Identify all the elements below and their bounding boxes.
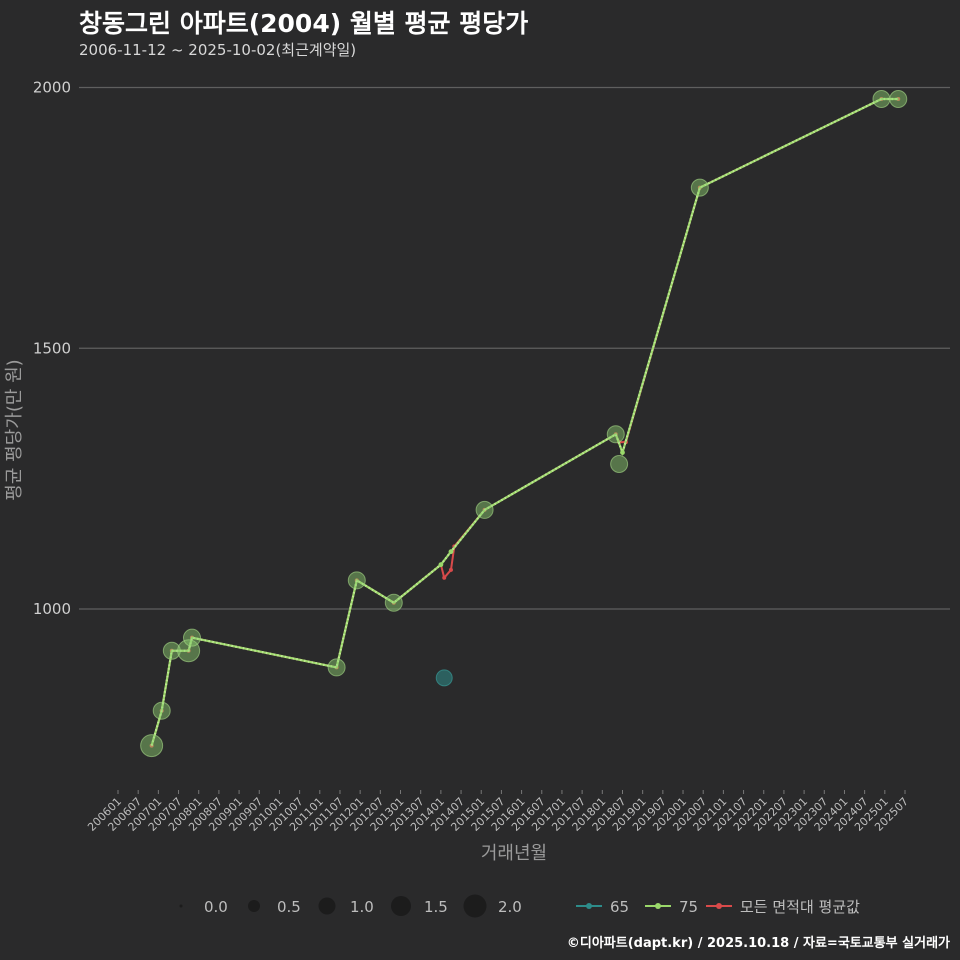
series-avg-point-9 (442, 575, 447, 580)
legend-size-dot-1 (248, 900, 260, 912)
series-75-point-2 (162, 641, 181, 660)
series-75-point-12 (610, 455, 629, 474)
series-75-point-13 (620, 450, 625, 455)
legend-size-dot-4 (463, 894, 487, 918)
y-tick-label-2000: 2000 (33, 79, 71, 97)
legend-label-2: 모든 면적대 평균값 (740, 898, 860, 916)
credit-text: ©디아파트(dapt.kr) / 2025.10.18 / 자료=국토교통부 실… (566, 936, 950, 951)
series-75-line (150, 97, 899, 746)
series-layer (140, 89, 908, 758)
legend-label-1: 75 (679, 898, 698, 916)
x-axis-title: 거래년월 (481, 843, 547, 864)
series-75-point-3 (177, 639, 201, 663)
x-axis-ticks: 2006012006072007012007072008012008072009… (85, 790, 911, 834)
series-75-point-16 (889, 89, 908, 108)
y-tick-label-1000: 1000 (33, 600, 71, 618)
legend-marker-0 (586, 903, 592, 909)
series-75-point-8 (438, 562, 444, 568)
legend-size-dot-3 (391, 896, 411, 916)
series-75-point-14 (690, 178, 709, 197)
y-tick-label-1500: 1500 (33, 339, 71, 357)
series-75-point-1 (152, 701, 171, 720)
legend: 0.0 0.5 1.0 1.5 2.0 65 75 모든 면적대 평균값 (179, 894, 860, 918)
series-75-point-4 (182, 628, 201, 647)
legend-size-label-3: 1.5 (424, 898, 448, 916)
legend-label-0: 65 (610, 898, 629, 916)
series-75-point-5 (327, 658, 346, 677)
series-75-point-6 (347, 571, 366, 590)
series-75-point-10 (475, 500, 494, 519)
series-75-point-9 (448, 549, 454, 555)
y-axis-title: 평균 평당가(만 원) (4, 359, 25, 500)
series-avg-line (150, 97, 899, 746)
legend-marker-1 (655, 903, 661, 909)
legend-size-label-2: 1.0 (350, 898, 374, 916)
legend-size-label-0: 0.0 (204, 898, 228, 916)
series-75-point-0 (140, 734, 164, 758)
y-axis-ticks: 1000 1500 2000 (33, 79, 71, 619)
legend-size-label-1: 0.5 (277, 898, 301, 916)
chart-title: 창동그린 아파트(2004) 월별 평균 평당가 (79, 9, 529, 38)
series-75-point-15 (872, 89, 891, 108)
chart-subtitle: 2006-11-12 ~ 2025-10-02(최근계약일) (79, 41, 357, 59)
series-75-point-7 (384, 593, 403, 612)
legend-size-dot-2 (318, 897, 336, 915)
series-75-point-11 (606, 425, 625, 444)
legend-size-dot-0 (179, 904, 183, 908)
grid-lines (79, 86, 950, 610)
series-65-point-0 (435, 669, 453, 687)
legend-size-label-4: 2.0 (498, 898, 522, 916)
legend-marker-2 (716, 903, 722, 909)
series-75-line-dots (150, 97, 899, 746)
series-avg-point-10 (448, 567, 453, 572)
